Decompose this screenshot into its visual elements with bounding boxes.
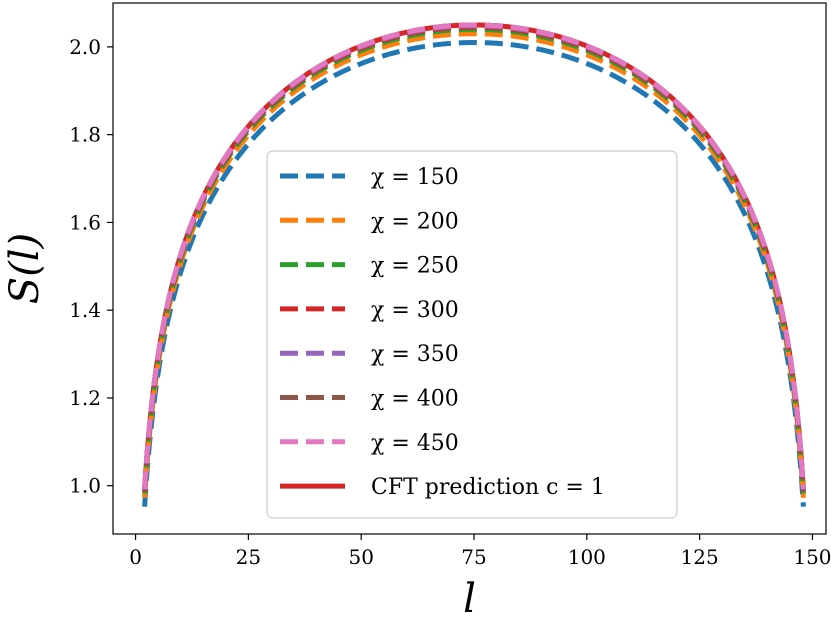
legend-label-4: χ = 350 <box>371 342 459 367</box>
y-tick-label: 1.8 <box>69 123 101 147</box>
y-tick-label: 1.2 <box>69 386 101 410</box>
y-axis-ticks: 1.0 1.2 1.4 1.6 1.8 2.0 <box>69 35 113 498</box>
x-axis-ticks: 0 25 50 75 100 125 150 <box>129 534 831 569</box>
legend-label-0: χ = 150 <box>371 165 459 190</box>
series-line-1 <box>142 31 806 499</box>
y-tick-label: 2.0 <box>69 35 101 59</box>
y-tick-label: 1.0 <box>69 474 101 498</box>
x-tick-label: 50 <box>348 545 373 569</box>
x-tick-label: 25 <box>236 545 261 569</box>
x-tick-label: 100 <box>568 545 606 569</box>
series-line-6 <box>142 22 806 490</box>
legend-label-1: χ = 200 <box>371 209 459 234</box>
x-tick-label: 150 <box>793 545 831 569</box>
y-axis-label: S(l) <box>2 233 48 304</box>
legend-box <box>266 150 678 519</box>
legend-label-2: χ = 250 <box>371 254 459 279</box>
legend-label-6: χ = 450 <box>371 431 459 456</box>
legend: χ = 150 χ = 200 χ = 250 χ = 300 χ = 350 χ = 4… <box>266 150 678 519</box>
y-tick-label: 1.6 <box>69 210 101 234</box>
series-curves <box>142 22 806 507</box>
y-tick-label: 1.4 <box>69 298 101 322</box>
x-tick-label: 125 <box>681 545 719 569</box>
legend-label-5: χ = 400 <box>371 387 459 412</box>
legend-label-7: CFT prediction c = 1 <box>371 475 605 500</box>
x-tick-label: 75 <box>461 545 486 569</box>
plot-frame <box>112 2 827 535</box>
series-line-0 <box>142 40 806 507</box>
legend-label-3: χ = 300 <box>371 298 459 323</box>
x-axis-label: l <box>463 576 476 622</box>
x-tick-label: 0 <box>129 545 142 569</box>
